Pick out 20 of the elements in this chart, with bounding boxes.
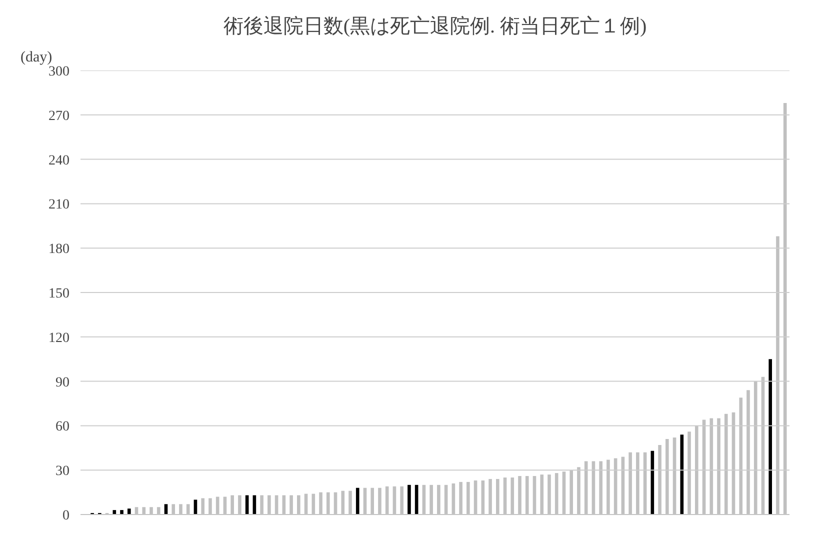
y-tick-label: 210: [48, 198, 70, 213]
bar: [768, 359, 772, 514]
bar: [112, 510, 116, 514]
y-tick-label: 150: [48, 286, 70, 302]
y-tick-label: 30: [56, 464, 70, 480]
y-tick-label: 240: [48, 153, 70, 168]
y-tick-label: 0: [62, 508, 70, 524]
y-tick-label: 180: [48, 242, 70, 258]
bar: [127, 508, 131, 514]
y-tick-label: 270: [48, 108, 70, 124]
y-tick-label: 90: [56, 375, 70, 390]
y-tick-label: 60: [56, 420, 70, 435]
bar: [408, 484, 411, 514]
chart-title: 術後退院日数(黒は死亡退院例. 術当日死亡１例): [223, 16, 647, 38]
bar: [680, 434, 684, 514]
y-tick-label: 300: [48, 64, 70, 80]
y-tick-label: 120: [48, 330, 70, 346]
y-axis-title: (day): [20, 50, 52, 66]
bar: [356, 488, 360, 514]
bar: [120, 510, 124, 514]
